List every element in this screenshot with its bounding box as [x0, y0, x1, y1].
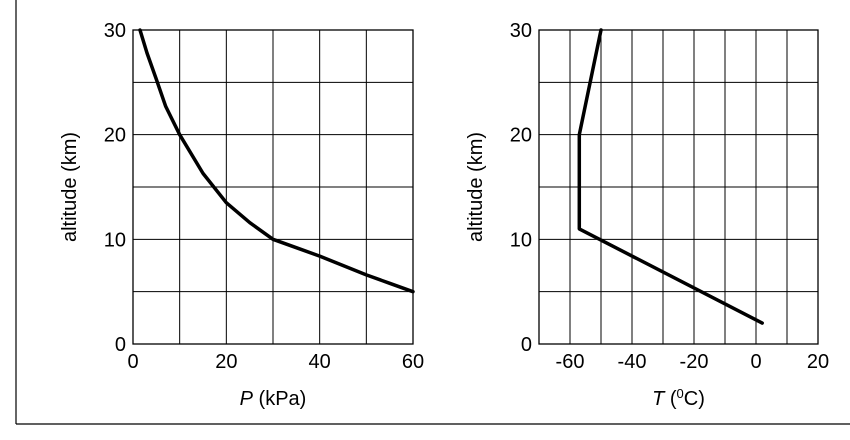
pressure-y-tick-label: 10 [104, 229, 126, 251]
temperature-x-axis-superscript: 0 [677, 386, 684, 401]
temperature-plot-border [538, 29, 819, 345]
temperature-x-tick-labels: -60 -40 -20 0 20 [556, 351, 830, 373]
pressure-altitude-curve [138, 28, 415, 294]
temperature-y-tick-label: 10 [510, 229, 532, 251]
temperature-y-tick-label: 0 [521, 334, 532, 356]
temperature-x-tick-label: -60 [556, 351, 585, 373]
temperature-x-tick-label: -40 [618, 351, 647, 373]
pressure-x-tick-label: 20 [215, 351, 237, 373]
pressure-y-tick-labels: 0 10 20 30 [104, 20, 126, 356]
temperature-x-axis-variable: T [652, 388, 666, 410]
temperature-x-tick-label: 20 [807, 351, 829, 373]
temperature-x-axis-unit-close: C) [684, 388, 705, 410]
pressure-x-tick-labels: 0 20 40 60 [127, 351, 424, 373]
temperature-altitude-curve [577, 28, 764, 325]
pressure-x-axis-unit: (kPa) [253, 388, 306, 410]
temperature-x-tick-label: 0 [750, 351, 761, 373]
pressure-y-tick-label: 20 [104, 125, 126, 147]
temperature-y-axis-label: altitude (km) [465, 132, 487, 242]
pressure-altitude-chart: 0 20 40 60 0 10 20 30 altitude (km) P (kPa) [59, 20, 424, 410]
pressure-y-axis-label: altitude (km) [59, 132, 81, 242]
pressure-plot-border [132, 29, 414, 345]
temperature-y-tick-label: 30 [510, 20, 532, 42]
pressure-x-tick-label: 0 [127, 351, 138, 373]
pressure-x-tick-label: 40 [309, 351, 331, 373]
temperature-x-tick-label: -20 [680, 351, 709, 373]
pressure-grid [132, 29, 414, 345]
temperature-y-tick-label: 20 [510, 125, 532, 147]
pressure-y-tick-label: 0 [115, 334, 126, 356]
pressure-y-tick-label: 30 [104, 20, 126, 42]
temperature-x-axis-unit-open: ( [664, 388, 677, 410]
pressure-x-axis-variable: P [240, 388, 254, 410]
pressure-x-axis-label: P (kPa) [240, 388, 307, 410]
pressure-x-tick-label: 60 [402, 351, 424, 373]
temperature-y-tick-labels: 0 10 20 30 [510, 20, 532, 356]
temperature-x-axis-label: T (0C) [652, 386, 705, 411]
